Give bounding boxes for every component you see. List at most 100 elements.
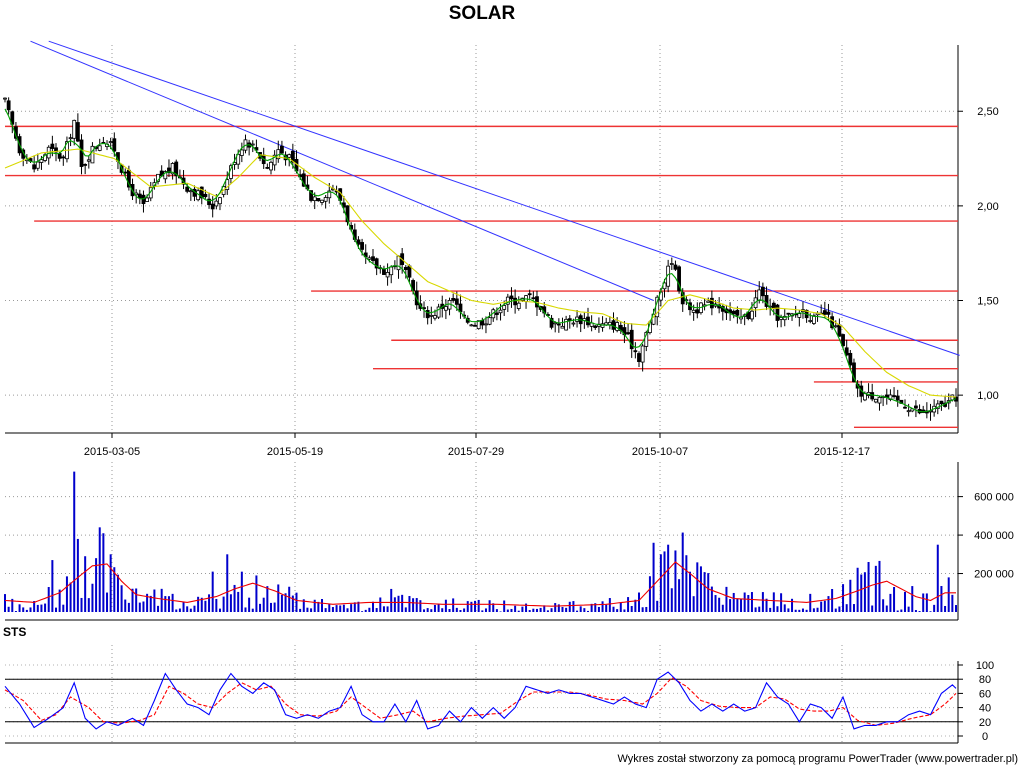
volume-bar	[576, 610, 579, 612]
volume-bar	[98, 527, 101, 612]
candle-body	[403, 266, 408, 270]
volume-bar	[109, 554, 112, 612]
volume-bar	[703, 572, 706, 612]
volume-bar	[124, 599, 127, 612]
volume-bar	[36, 604, 39, 612]
volume-bar	[14, 611, 17, 612]
volume-bar	[893, 587, 896, 612]
candle-body	[79, 139, 84, 167]
volume-bar	[754, 607, 757, 612]
volume-bar	[823, 600, 826, 612]
volume-bar	[929, 611, 932, 612]
candle-body	[873, 398, 878, 403]
candle-body	[280, 145, 284, 154]
volume-bar	[852, 604, 855, 612]
candle-body	[895, 395, 900, 401]
volume-bar	[58, 589, 61, 612]
candle-body	[615, 322, 620, 331]
volume-bar	[22, 607, 25, 612]
volume-bar	[619, 602, 622, 612]
volume-bar	[692, 596, 695, 612]
volume-bar	[940, 586, 943, 612]
volume-bar	[335, 605, 338, 612]
volume-bar	[127, 602, 130, 612]
sts-ytick-label: 80	[979, 674, 991, 686]
volume-bar	[142, 601, 145, 612]
volume-bar	[222, 596, 225, 612]
volume-bar	[189, 608, 192, 612]
volume-bar	[251, 608, 254, 612]
moving-average-line	[4, 148, 957, 398]
candle-body	[640, 345, 645, 363]
volume-bar	[936, 544, 939, 612]
volume-bar	[681, 532, 684, 612]
candle-body	[145, 197, 150, 202]
candle-body	[407, 265, 412, 278]
candle-body	[454, 298, 459, 305]
volume-bar	[645, 606, 648, 612]
candle-body	[86, 159, 91, 162]
volume-bar	[532, 608, 535, 612]
volume-bar	[331, 607, 334, 612]
candle-body	[484, 323, 488, 326]
candle-body	[309, 190, 313, 201]
candle-body	[210, 203, 215, 210]
volume-bar	[40, 604, 43, 612]
volume-bar	[856, 567, 859, 612]
volume-bar	[459, 610, 462, 612]
volume-bar	[944, 605, 947, 612]
volume-bar	[229, 594, 232, 612]
candle-body	[695, 309, 700, 314]
volume-bar	[951, 594, 954, 612]
volume-bar	[390, 588, 393, 612]
candle-body	[852, 362, 856, 383]
volume-bar	[656, 600, 659, 612]
candle-body	[826, 311, 831, 315]
volume-bar	[474, 600, 477, 612]
volume-ytick-label: 600 000	[974, 492, 1014, 504]
volume-bar	[25, 609, 28, 612]
volume-bar	[197, 596, 200, 612]
candle-body	[218, 197, 222, 205]
candle-body	[808, 320, 813, 322]
candle-body	[837, 324, 842, 337]
candle-body	[760, 286, 765, 297]
volume-bar	[699, 566, 702, 612]
candle-body	[564, 318, 569, 331]
candle-body	[185, 186, 190, 192]
candle-body	[137, 193, 142, 199]
candle-body	[844, 347, 849, 356]
volume-bar	[659, 554, 662, 612]
volume-bar	[860, 574, 863, 612]
volume-bar	[226, 554, 229, 612]
volume-bar	[882, 599, 885, 612]
volume-bar	[787, 608, 790, 612]
candle-body	[487, 317, 492, 325]
candle-body	[644, 332, 649, 347]
candle-body	[505, 296, 510, 305]
price-xtick-label: 2015-12-17	[814, 446, 870, 458]
candle-body	[822, 310, 827, 315]
volume-bar	[167, 596, 170, 612]
volume-bar	[947, 577, 950, 612]
candle-body	[527, 293, 532, 296]
volume-average-line	[4, 561, 956, 607]
candle-body	[207, 198, 211, 206]
volume-bar	[685, 555, 688, 612]
volume-bar	[466, 601, 469, 612]
candle-body	[90, 145, 95, 164]
volume-bar	[372, 601, 375, 612]
volume-bar	[87, 598, 90, 612]
volume-bar	[878, 560, 881, 612]
volume-ytick-label: 400 000	[974, 530, 1014, 542]
candle-body	[360, 242, 364, 250]
volume-bar	[812, 608, 815, 612]
candle-body	[531, 297, 536, 300]
candle-body	[841, 334, 845, 347]
candle-body	[35, 161, 40, 169]
candle-body	[757, 289, 762, 301]
volume-bar	[539, 607, 542, 612]
candle-body	[108, 141, 113, 144]
volume-bar	[84, 556, 87, 612]
